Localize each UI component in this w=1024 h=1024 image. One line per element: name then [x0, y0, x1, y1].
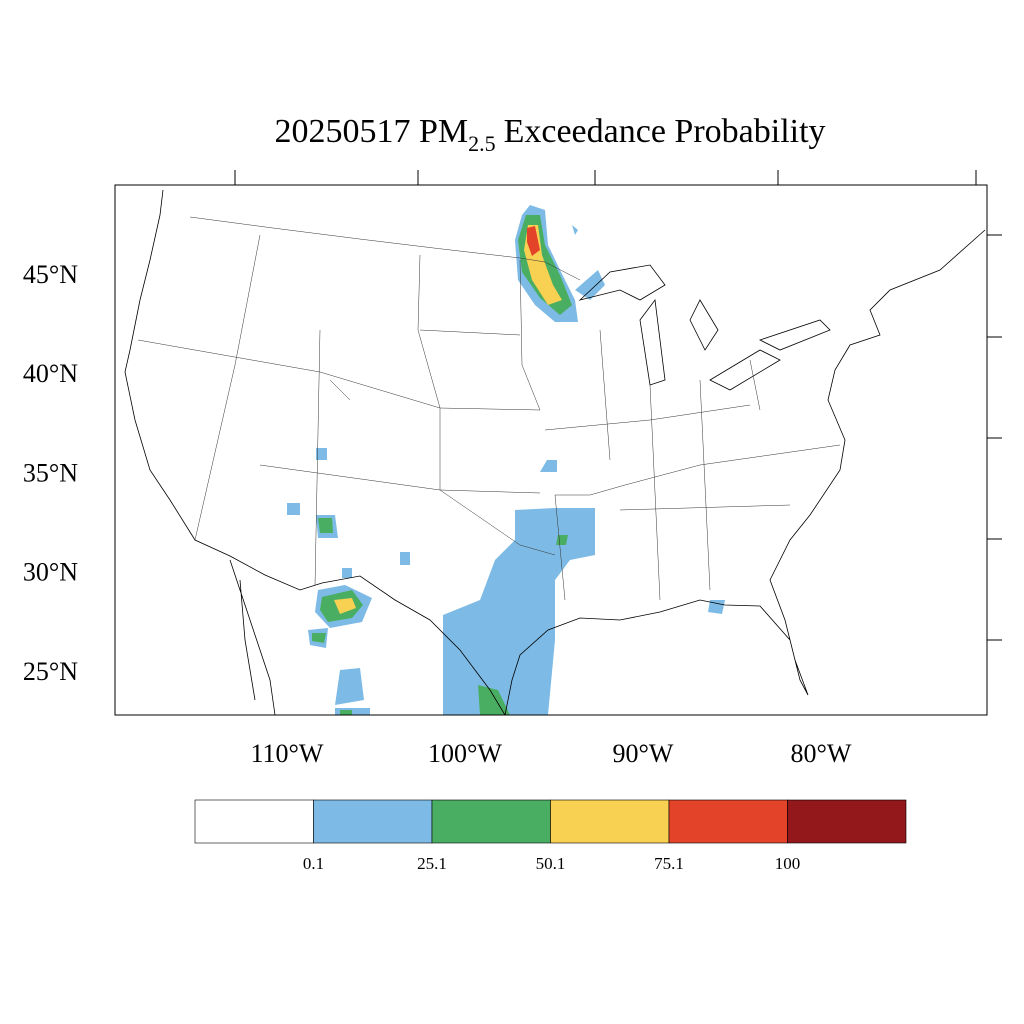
map-frame — [114, 184, 988, 716]
colorbar-label: 0.1 — [303, 854, 324, 873]
probability-area — [527, 226, 540, 256]
colorbar-label: 25.1 — [417, 854, 447, 873]
colorbar-swatch — [431, 799, 551, 844]
lat-label: 25°N — [23, 657, 78, 686]
probability-area — [334, 598, 356, 614]
coastline — [124, 189, 506, 716]
title-subscript: 2.5 — [468, 131, 496, 156]
lon-label: 100°W — [428, 739, 502, 768]
probability-area — [478, 535, 568, 715]
title-main: 20250517 PM — [274, 113, 468, 150]
title-rest: Exceedance Probability — [504, 113, 826, 150]
lat-label: 35°N — [23, 458, 78, 487]
axis-labels: 45°N 40°N 35°N 30°N 25°N 110°W 100°W 90°W 80°W — [23, 260, 852, 768]
colorbar-swatch — [787, 799, 907, 844]
coastline — [229, 559, 276, 716]
map-title: 20250517 PM2.5 Exceedance Probability — [274, 113, 825, 156]
lat-label: 40°N — [23, 359, 78, 388]
lat-label: 30°N — [23, 558, 78, 587]
colorbar-swatch — [550, 799, 670, 844]
lon-label: 80°W — [791, 739, 852, 768]
frame-ticks — [234, 170, 1002, 641]
probability-area — [443, 508, 595, 715]
border — [137, 216, 841, 601]
probability-area — [312, 518, 363, 715]
colorbar-swatch — [668, 799, 788, 844]
colorbar: 0.1 25.1 50.1 75.1 100 — [194, 799, 907, 873]
probability-area — [540, 225, 605, 472]
lat-label: 45°N — [23, 260, 78, 289]
colorbar-label: 100 — [775, 854, 801, 873]
coastline — [504, 229, 986, 716]
colorbar-swatch — [313, 799, 433, 844]
lon-label: 110°W — [251, 739, 324, 768]
state-borders — [137, 216, 841, 601]
lon-label: 90°W — [613, 739, 674, 768]
colorbar-swatch — [194, 799, 314, 844]
colorbar-label: 75.1 — [654, 854, 684, 873]
colorbar-label: 50.1 — [536, 854, 566, 873]
probability-field — [287, 205, 725, 715]
